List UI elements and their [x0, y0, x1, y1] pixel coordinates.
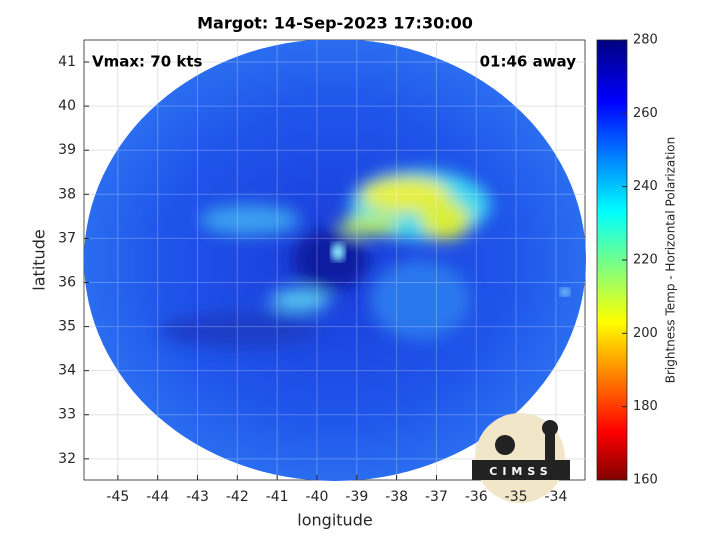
y-tick-label: 38 — [58, 186, 76, 202]
colorbar-tick-label: 180 — [633, 399, 658, 414]
x-tick-label: -38 — [385, 489, 408, 505]
x-tick-label: -40 — [306, 489, 329, 505]
y-tick-label: 33 — [58, 407, 76, 423]
x-axis-label: longitude — [297, 511, 372, 530]
x-tick-label: -43 — [186, 489, 209, 505]
y-tick-label: 32 — [58, 451, 76, 467]
x-tick-label: -34 — [544, 489, 567, 505]
colorbar-tick-label: 160 — [633, 473, 658, 488]
chart-title: Margot: 14-Sep-2023 17:30:00 — [197, 14, 473, 33]
x-tick-label: -35 — [505, 489, 528, 505]
colorbar-tick-label: 260 — [633, 106, 658, 121]
y-tick-label: 36 — [58, 274, 76, 290]
x-tick-label: -39 — [345, 489, 368, 505]
cimss-logo: CIMSS — [472, 413, 570, 503]
x-tick-label: -45 — [106, 489, 129, 505]
x-tick-label: -37 — [425, 489, 448, 505]
x-tick-label: -42 — [226, 489, 249, 505]
y-tick-label: 41 — [58, 54, 76, 70]
x-tick-label: -44 — [146, 489, 169, 505]
annotation: 01:46 away — [480, 53, 577, 71]
colorbar-label: Brightness Temp - Horizontal Polarizatio… — [664, 137, 678, 384]
colorbar-tick-label: 200 — [633, 326, 658, 341]
colorbar-tick-label: 280 — [633, 33, 658, 48]
y-axis-label: latitude — [30, 229, 49, 290]
y-tick-label: 39 — [58, 142, 76, 158]
x-tick-label: -36 — [465, 489, 488, 505]
colorbar-tick-label: 220 — [633, 253, 658, 268]
x-tick-label: -41 — [266, 489, 289, 505]
y-tick-label: 35 — [58, 319, 76, 335]
y-tick-label: 40 — [58, 98, 76, 114]
satellite-image — [84, 40, 586, 481]
y-tick-label: 34 — [58, 363, 76, 379]
y-tick-label: 37 — [58, 230, 76, 246]
colorbar-tick-label: 240 — [633, 179, 658, 194]
annotation: Vmax: 70 kts — [92, 53, 202, 71]
logo-text: CIMSS — [489, 465, 552, 478]
